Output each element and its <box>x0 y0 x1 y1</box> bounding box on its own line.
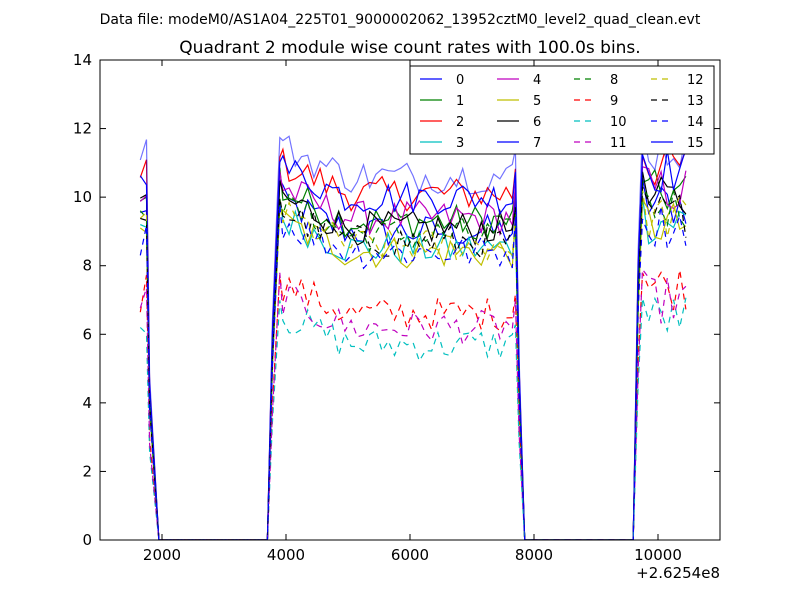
series-line-10 <box>139 296 687 540</box>
x-tick-label: 4000 <box>267 546 305 564</box>
x-tick-label: 2000 <box>143 546 181 564</box>
series-line-6 <box>140 171 687 540</box>
x-tick-label: 6000 <box>391 546 429 564</box>
series-line-15 <box>139 126 687 540</box>
legend-label: 2 <box>456 115 464 130</box>
legend-label: 5 <box>533 94 541 109</box>
series-line-1 <box>139 167 687 540</box>
legend-label: 9 <box>610 94 618 109</box>
y-tick-label: 12 <box>73 120 92 138</box>
series-line-0 <box>140 177 687 540</box>
y-tick-label: 14 <box>73 51 92 69</box>
legend-label: 13 <box>687 94 704 109</box>
legend-label: 10 <box>610 115 627 130</box>
series-line-11 <box>139 267 687 540</box>
legend-box <box>409 65 715 155</box>
legend-label: 14 <box>687 115 704 130</box>
y-tick-label: 6 <box>82 325 92 343</box>
legend-label: 8 <box>610 73 618 88</box>
x-offset-label: +2.6254e8 <box>636 564 720 582</box>
legend-label: 3 <box>456 136 464 151</box>
y-tick-label: 2 <box>82 462 92 480</box>
legend-label: 1 <box>456 94 464 109</box>
legend-label: 7 <box>533 136 541 151</box>
legend-label: 6 <box>533 115 541 130</box>
x-axis: 2000 4000 6000 8000 10000 <box>143 60 682 564</box>
y-tick-label: 4 <box>82 394 92 412</box>
chart-title: Quadrant 2 module wise count rates with … <box>179 38 640 58</box>
series-line-12 <box>139 188 687 540</box>
series-line-13 <box>140 186 687 540</box>
legend-label: 0 <box>456 73 464 88</box>
chart-suptitle: Data file: modeM0/AS1A04_225T01_90000020… <box>100 12 701 28</box>
legend-label: 11 <box>610 136 627 151</box>
x-tick-label: 8000 <box>515 546 553 564</box>
y-tick-label: 10 <box>73 188 92 206</box>
series-line-9 <box>139 269 687 540</box>
y-tick-label: 8 <box>82 257 92 275</box>
legend-label: 4 <box>533 73 541 88</box>
x-tick-label: 10000 <box>634 546 682 564</box>
series-line-4 <box>139 166 687 540</box>
series-line-7 <box>139 148 687 540</box>
legend-label: 15 <box>687 136 704 151</box>
series-line-5 <box>139 197 687 540</box>
legend-label: 12 <box>687 73 704 88</box>
series-line-8 <box>139 185 687 540</box>
plot-area <box>139 126 687 540</box>
series-line-2 <box>139 142 687 540</box>
series-line-14 <box>139 204 687 540</box>
y-tick-label: 0 <box>82 531 92 549</box>
